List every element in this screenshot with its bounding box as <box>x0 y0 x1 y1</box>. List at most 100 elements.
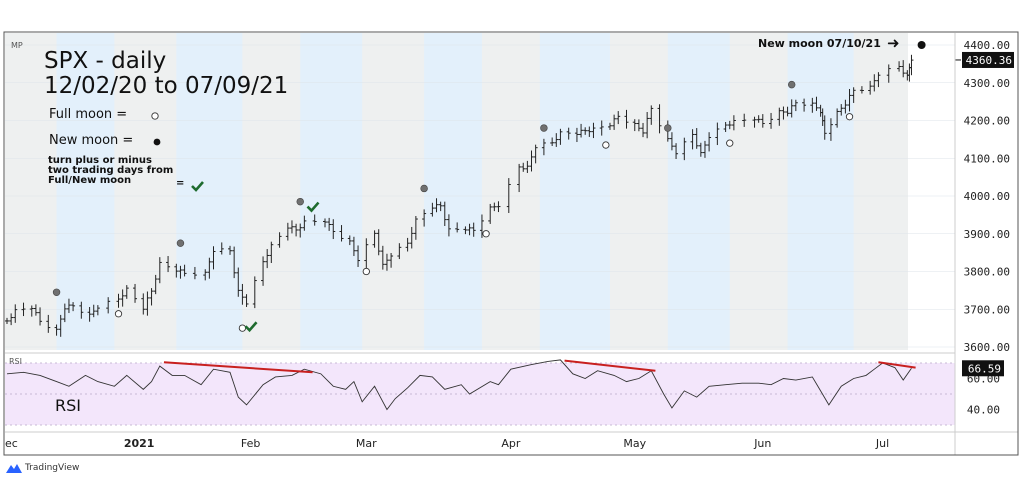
price-bar <box>166 256 171 273</box>
price-bar <box>66 298 71 314</box>
price-bar <box>872 74 877 92</box>
y-tick-label: 3800.00 <box>964 266 1010 279</box>
price-bar <box>793 99 798 112</box>
price-bar <box>814 96 819 111</box>
divergence-line <box>878 361 916 369</box>
moon-band <box>539 33 610 350</box>
turn-note-line: two trading days from <box>48 165 174 176</box>
chart-subtitle: 12/02/20 to 07/09/21 <box>44 73 289 99</box>
legend-new-moon-icon <box>153 138 161 146</box>
price-bar <box>760 114 765 128</box>
price-bar <box>742 113 747 127</box>
price-bar <box>124 285 129 299</box>
price-bar <box>694 128 699 149</box>
price-bar <box>13 304 18 323</box>
moon-band <box>176 33 243 350</box>
price-bar <box>91 304 96 318</box>
price-bar <box>192 266 197 280</box>
new-moon-legend: New moon = <box>49 133 134 148</box>
price-bar <box>232 246 237 279</box>
rsi-last-box <box>962 360 1004 377</box>
price-bar <box>9 313 14 326</box>
price-bar <box>467 223 472 236</box>
price-bar <box>409 226 414 249</box>
last-price-label: 4360.36 <box>966 54 1012 67</box>
price-bar <box>285 222 290 241</box>
legend-full-moon-icon <box>151 112 159 120</box>
price-bar <box>149 288 154 306</box>
price-bar <box>95 305 100 316</box>
y-tick-label: 3900.00 <box>964 228 1010 241</box>
full-moon-icon <box>726 139 734 147</box>
price-bar <box>583 127 588 135</box>
price-bar <box>5 317 9 324</box>
price-bar <box>116 293 121 308</box>
price-bar <box>632 119 637 132</box>
price-bar <box>727 120 732 130</box>
arrow-right-icon: ➜ <box>887 34 900 52</box>
price-bar <box>438 201 443 212</box>
price-bar <box>331 219 336 240</box>
price-bar <box>835 108 840 128</box>
price-bar <box>847 88 852 112</box>
full-moon-icon <box>238 324 247 332</box>
price-bar <box>356 245 361 267</box>
price-bar <box>574 127 579 143</box>
price-bar <box>203 269 208 281</box>
turn-note-equals: = <box>176 178 185 189</box>
price-bar <box>54 324 59 336</box>
rsi-tag: RSI <box>9 357 22 366</box>
tradingview-logo[interactable]: TradingView <box>6 463 79 473</box>
chart-title: SPX - daily <box>44 48 167 74</box>
price-bar <box>384 253 389 271</box>
price-bar <box>645 112 650 139</box>
price-bar <box>521 162 526 172</box>
price-bar <box>298 223 303 238</box>
chart-frame <box>3 31 1019 456</box>
price-bar <box>591 122 596 139</box>
new-moon-icon <box>296 197 304 206</box>
price-bar <box>492 202 497 212</box>
price-bar <box>302 215 307 231</box>
price-bar <box>463 226 468 235</box>
divergence-line <box>564 359 656 372</box>
price-bar <box>207 257 212 279</box>
price-bar <box>182 264 187 277</box>
price-bar <box>413 216 418 240</box>
price-bar <box>785 106 790 117</box>
price-bar <box>289 220 294 234</box>
price-bar <box>907 63 912 82</box>
price-bar <box>769 112 774 129</box>
y-tick-label: 4300.00 <box>964 77 1010 90</box>
price-bar <box>682 137 687 161</box>
moon-band <box>56 33 115 350</box>
rsi-tick-label: 40.00 <box>967 404 1000 417</box>
price-bar <box>789 99 794 118</box>
price-bar <box>120 289 125 307</box>
price-bar <box>649 105 654 125</box>
rsi-big-label: RSI <box>55 396 81 415</box>
price-bar <box>901 60 906 78</box>
next-new-moon-icon <box>917 41 926 49</box>
price-bar <box>327 217 332 231</box>
price-bar <box>157 257 162 284</box>
price-bar <box>87 306 92 322</box>
divergence-line <box>163 361 313 374</box>
y-tick-label: 4000.00 <box>964 190 1010 203</box>
price-bar <box>380 245 385 270</box>
price-bar <box>843 99 848 114</box>
rsi-last-label: 66.59 <box>968 362 1001 375</box>
price-bar <box>240 283 245 305</box>
x-tick-label: 2021 <box>124 437 155 450</box>
symbol-tag: MP <box>11 41 23 50</box>
price-bar <box>351 236 356 257</box>
price-bar <box>389 253 394 268</box>
price-bar <box>525 160 530 173</box>
price-bar <box>897 61 902 72</box>
price-bar <box>339 225 344 242</box>
price-bar <box>558 128 563 145</box>
price-bar <box>488 203 493 224</box>
y-tick-label: 3700.00 <box>964 303 1010 316</box>
price-bar <box>529 150 534 172</box>
